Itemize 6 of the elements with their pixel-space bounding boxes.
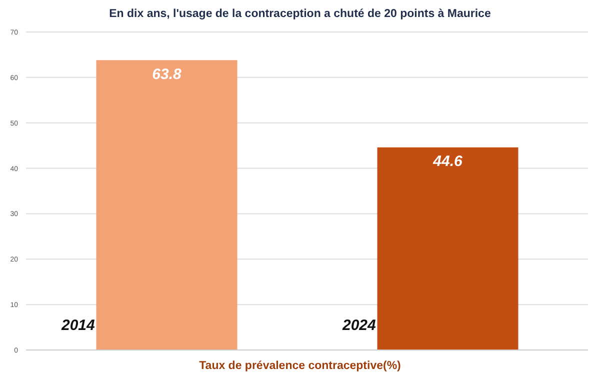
- chart-title: En dix ans, l'usage de la contraception a chuté de 20 points à Maurice: [108, 8, 492, 22]
- data-label: 63.8: [152, 66, 182, 83]
- data-label: 44.6: [432, 153, 463, 170]
- x-axis-title: Taux de prévalence contraceptive(%): [198, 360, 402, 372]
- x-tick-label: 2024: [342, 317, 377, 334]
- x-tick-label: 2014: [60, 317, 96, 334]
